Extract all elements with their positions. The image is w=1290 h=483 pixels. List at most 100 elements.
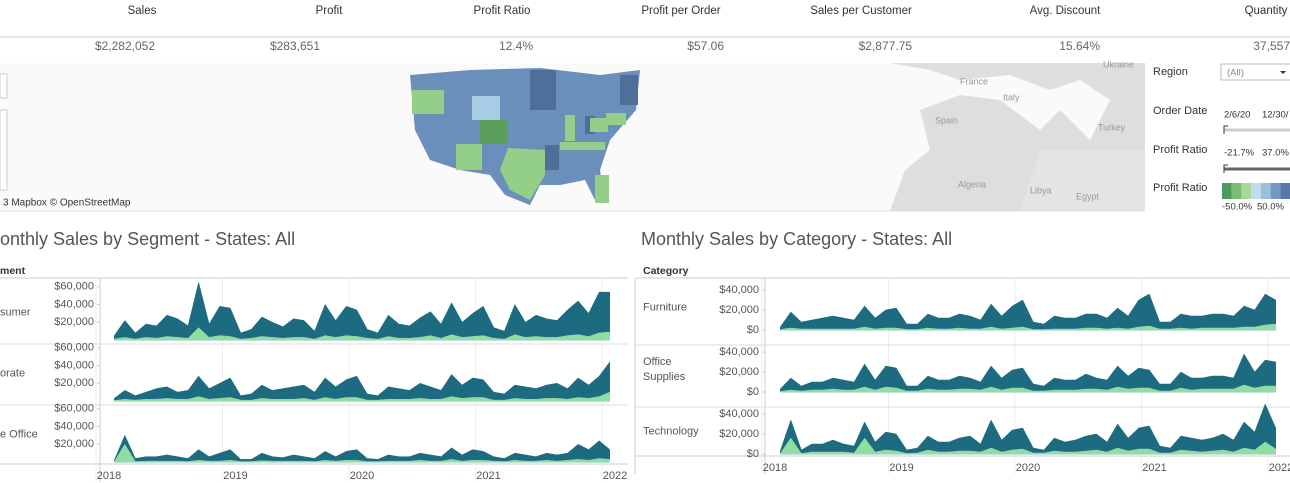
legend-swatch — [1251, 183, 1261, 199]
kpi-value: $2,282,052 — [95, 39, 155, 53]
state — [480, 120, 508, 144]
kpi-label: Quantity — [1245, 5, 1288, 17]
chart-title: onthly Sales by Segment - States: All — [0, 229, 295, 249]
area — [114, 361, 610, 402]
slider-handle[interactable] — [1223, 125, 1228, 134]
legend-swatch — [1231, 183, 1242, 199]
legend-swatch — [1270, 183, 1281, 199]
x-tick-label: 2020 — [1016, 462, 1040, 474]
us-states — [410, 68, 640, 205]
state — [565, 115, 575, 141]
area — [780, 323, 1276, 331]
map-attribution: 3 Mapbox © OpenStreetMap — [3, 198, 131, 209]
kpi-value: 37,557 — [1253, 39, 1290, 53]
area — [780, 403, 1276, 455]
filter-value: -50.0% — [1222, 202, 1253, 213]
dropdown-arrow — [1280, 71, 1286, 74]
map-label: Egypt — [1076, 191, 1100, 201]
y-tick-label: $40,000 — [719, 408, 759, 420]
state — [595, 175, 609, 203]
map-label: Ukraine — [1103, 59, 1134, 69]
y-tick-label: $20,000 — [719, 304, 759, 316]
y-tick-label: $60,000 — [54, 403, 94, 415]
legend-swatch — [1280, 183, 1290, 199]
y-tick-label: $60,000 — [54, 342, 94, 354]
kpi-label: Profit Ratio — [474, 5, 531, 17]
panel-label: e Office — [0, 428, 38, 440]
x-tick-label: 2022 — [603, 470, 627, 482]
state — [412, 90, 444, 114]
x-tick-label: 2021 — [1142, 462, 1166, 474]
kpi-label: Profit — [316, 5, 344, 17]
filter-value: 2/6/20 — [1224, 110, 1250, 121]
area — [780, 384, 1276, 393]
region-dropdown[interactable] — [1220, 63, 1290, 81]
chart-title: Monthly Sales by Category - States: All — [641, 229, 952, 249]
filter-value: -21.7% — [1224, 148, 1255, 159]
state — [560, 142, 605, 150]
state — [500, 148, 545, 200]
map-label: Spain — [935, 115, 958, 125]
panel-header: Category — [643, 265, 689, 277]
filter-value: 37.0% — [1262, 148, 1289, 159]
map — [0, 63, 1145, 212]
y-tick-label: $20,000 — [719, 428, 759, 440]
map-label: Turkey — [1098, 122, 1126, 132]
panel-label: Supplies — [643, 371, 686, 383]
x-tick-label: 2019 — [223, 470, 247, 482]
legend-swatch — [1222, 183, 1232, 199]
x-tick-label: 2022 — [1269, 462, 1290, 474]
panel-header: ment — [0, 265, 26, 277]
area — [114, 391, 610, 402]
y-tick-label: $60,000 — [54, 281, 94, 293]
map-label: Algeria — [958, 179, 986, 189]
x-tick-label: 2018 — [763, 462, 787, 474]
panel-label: Technology — [643, 425, 699, 437]
slider-handle[interactable] — [1223, 164, 1228, 173]
kpi-value: 12.4% — [499, 39, 533, 53]
filters — [1220, 63, 1290, 173]
land — [1020, 150, 1145, 211]
area — [114, 434, 610, 463]
state — [530, 70, 556, 110]
kpi-value: $57.06 — [687, 39, 724, 53]
filter-label: Profit Ratio — [1153, 144, 1207, 156]
map-label: Italy — [1003, 92, 1020, 102]
legend-swatch — [1241, 183, 1252, 199]
x-tick-label: 2021 — [476, 470, 500, 482]
map-label: France — [960, 76, 988, 86]
map-control — [0, 109, 8, 191]
state — [620, 75, 638, 105]
y-tick-label: $40,000 — [54, 298, 94, 310]
x-tick-label: 2020 — [350, 470, 374, 482]
area — [780, 437, 1276, 455]
kpi-value: $2,877.75 — [859, 39, 913, 53]
y-tick-label: $40,000 — [719, 284, 759, 296]
kpi-label: Sales — [128, 5, 157, 17]
y-tick-label: $40,000 — [54, 359, 94, 371]
state — [590, 118, 608, 132]
panel-label: sumer — [0, 306, 31, 318]
x-tick-label: 2019 — [889, 462, 913, 474]
state — [472, 96, 500, 120]
x-tick-label: 2018 — [97, 470, 121, 482]
legend-swatch — [1260, 183, 1271, 199]
y-tick-label: $40,000 — [719, 346, 759, 358]
y-tick-label: $20,000 — [54, 377, 94, 389]
kpi-label: Avg. Discount — [1030, 5, 1102, 17]
map-label: Libya — [1030, 185, 1052, 195]
filter-label: Order Date — [1153, 105, 1207, 117]
y-tick-label: $40,000 — [54, 420, 94, 432]
y-tick-label: $0 — [747, 386, 759, 398]
filter-label: Region — [1153, 66, 1188, 78]
y-tick-label: $0 — [747, 324, 759, 336]
filter-value: (All) — [1227, 68, 1244, 79]
panel-label: Furniture — [643, 301, 687, 313]
area — [780, 293, 1276, 331]
state — [606, 113, 626, 125]
panel-label: Office — [643, 356, 672, 368]
area — [114, 282, 610, 341]
area — [114, 327, 610, 341]
panel-label: orate — [0, 367, 25, 379]
